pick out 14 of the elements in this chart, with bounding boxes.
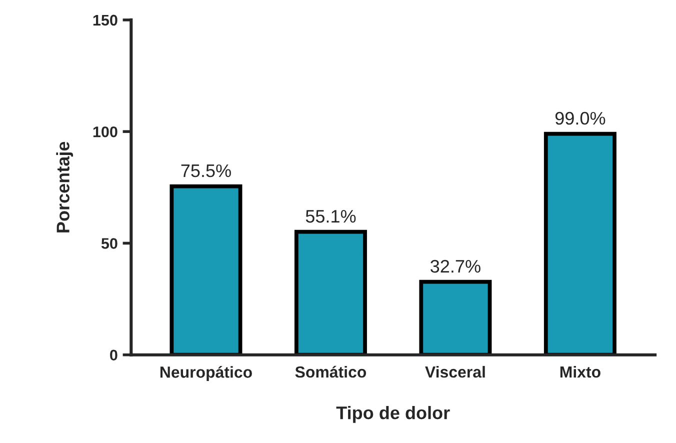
x-axis-title: Tipo de dolor [336,406,450,423]
y-tick-label: 150 [93,14,118,26]
x-tick-label: Mixto [560,366,600,378]
y-axis-title: Porcentaje [56,142,74,232]
data-label: 55.1% [306,210,356,223]
y-tick-label: 100 [93,126,118,138]
data-label: 99.0% [555,112,606,125]
data-label: 32.7% [430,260,480,273]
y-tick-label: 0 [110,350,118,361]
y-tick-label: 50 [101,238,118,249]
data-label: 75.5% [181,164,231,178]
x-tick-label: Somático [295,366,366,378]
x-tick-label: Visceral [425,366,485,378]
x-tick-label: Neuropático [160,366,252,381]
